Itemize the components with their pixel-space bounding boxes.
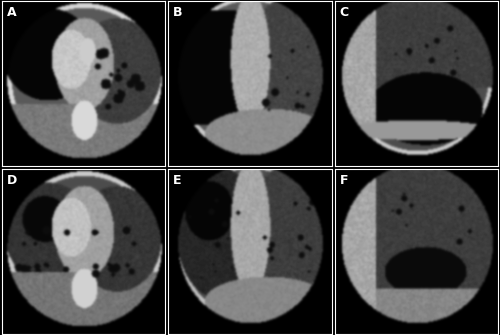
Text: F: F — [340, 174, 348, 187]
Text: E: E — [174, 174, 182, 187]
Text: D: D — [7, 174, 17, 187]
Text: B: B — [174, 6, 183, 19]
Text: A: A — [7, 6, 16, 19]
Text: C: C — [340, 6, 349, 19]
